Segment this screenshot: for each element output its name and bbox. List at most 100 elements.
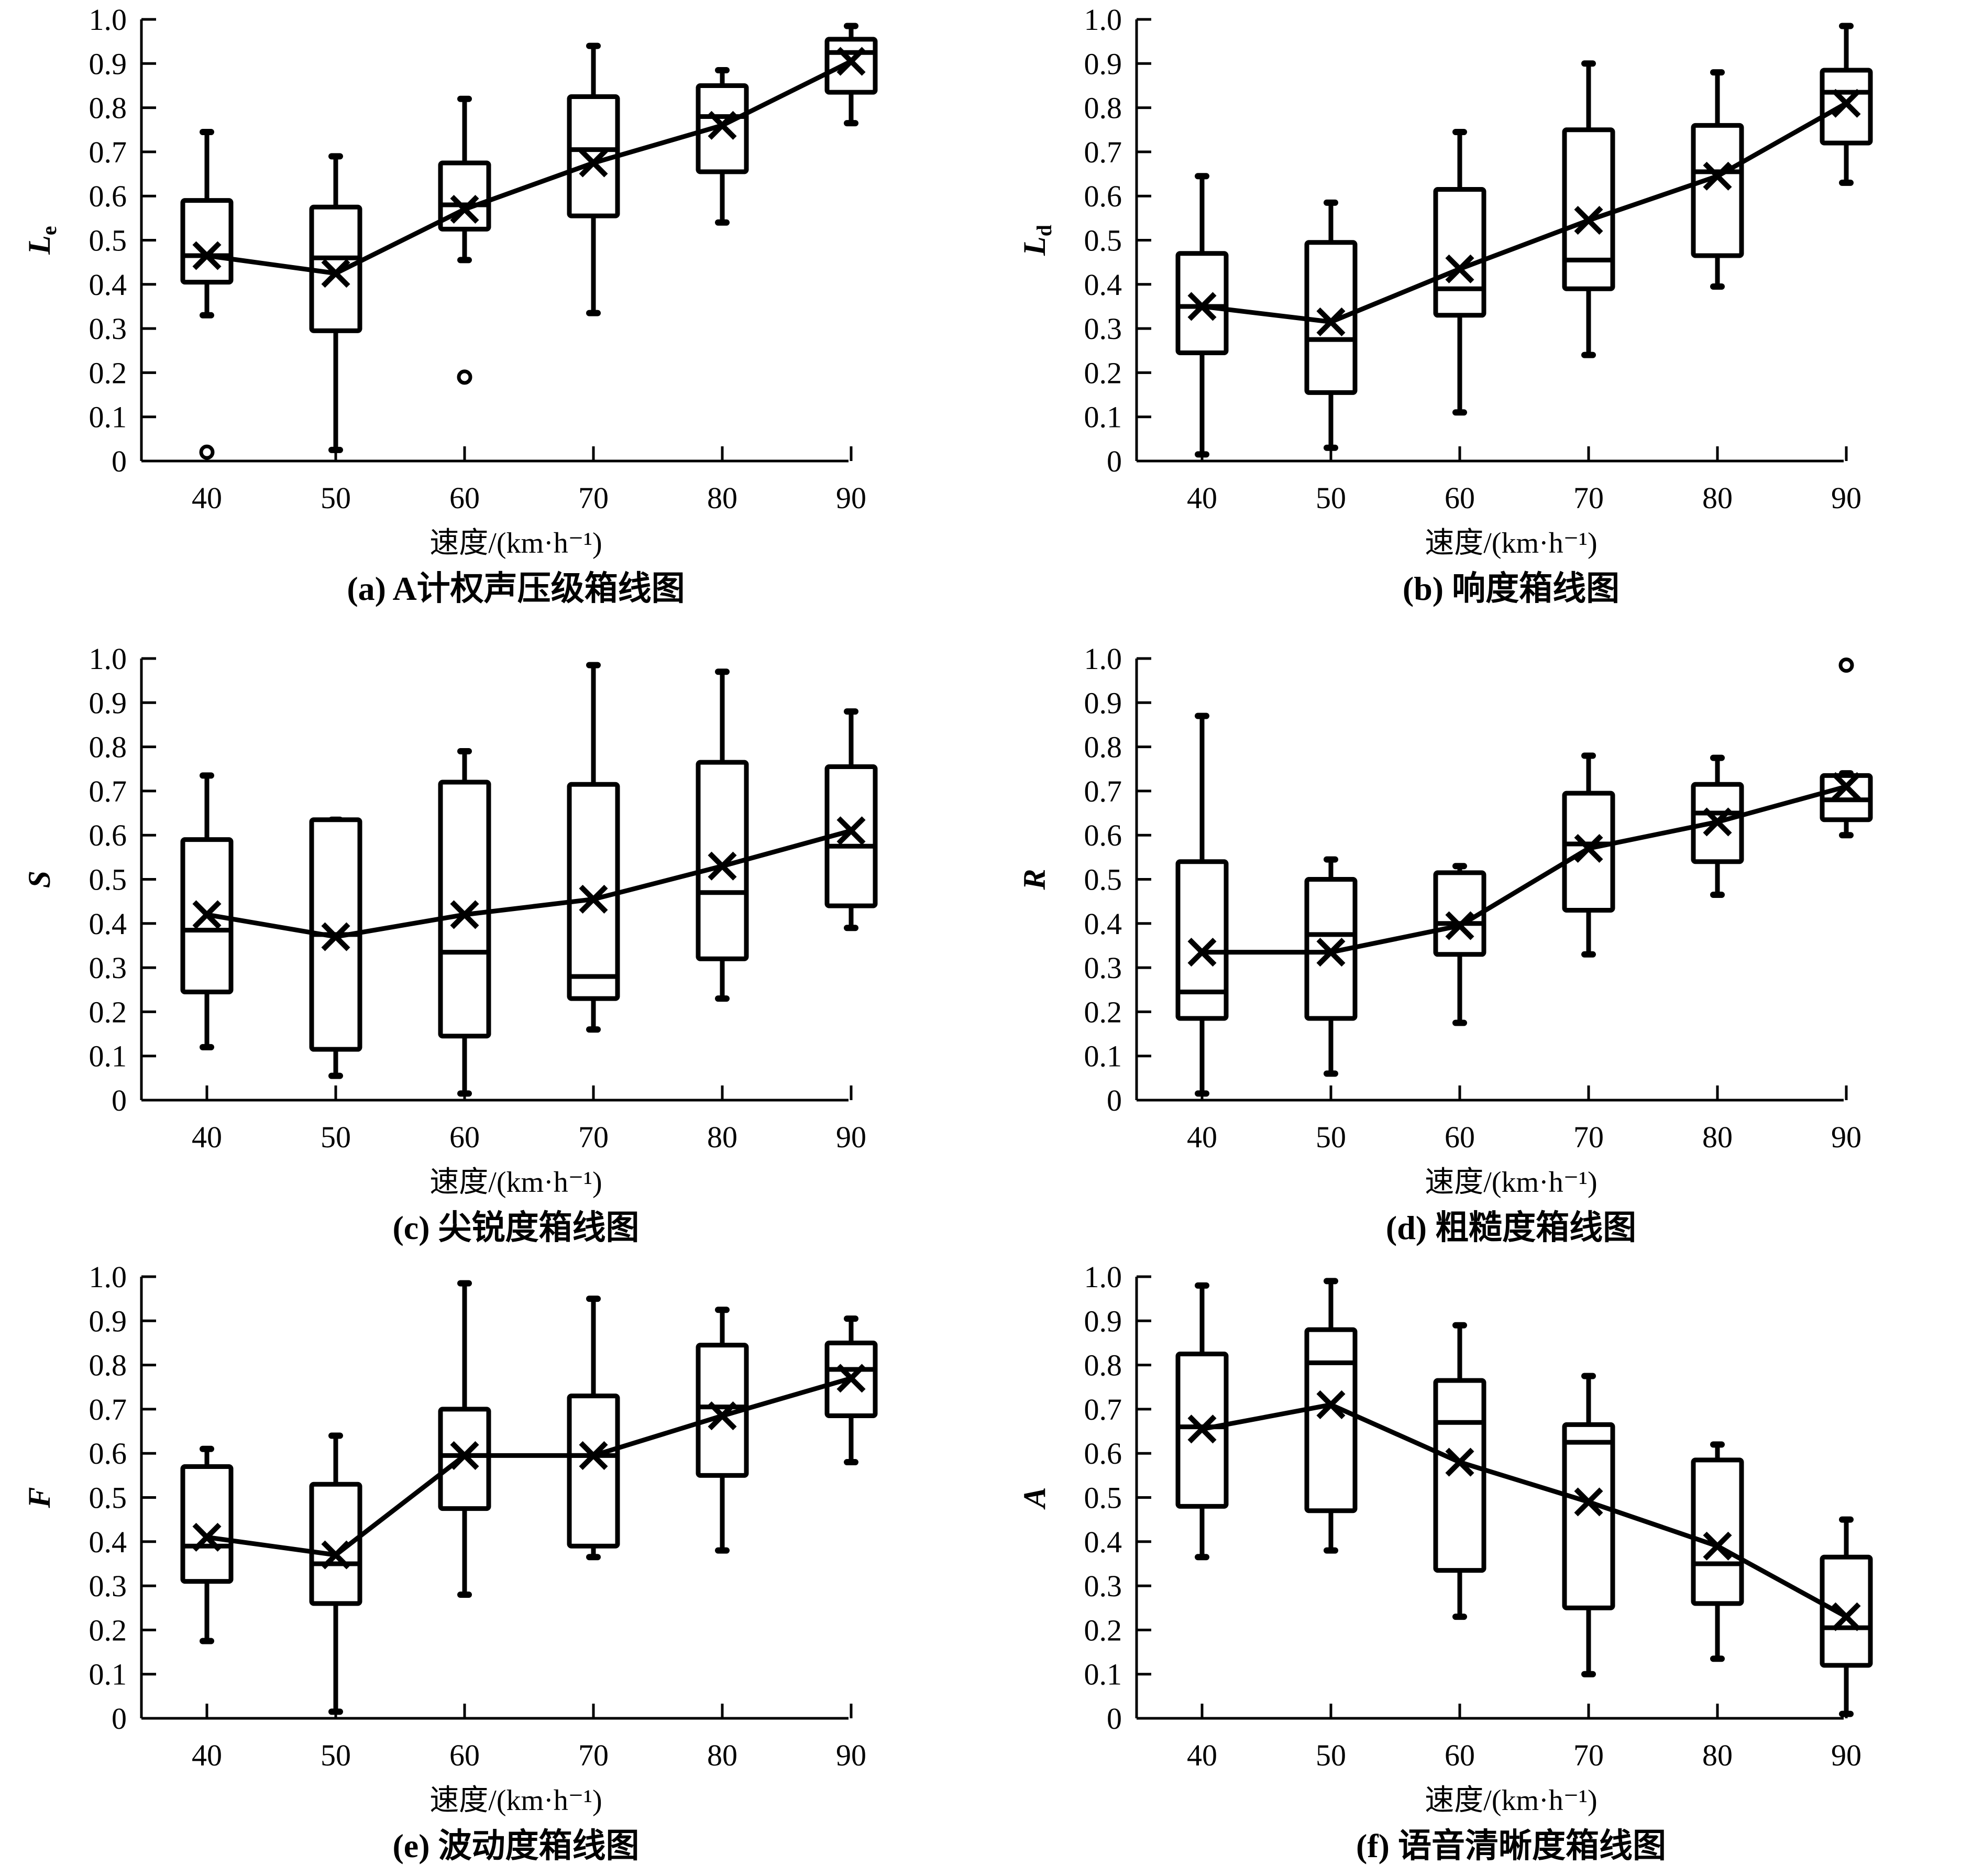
y-tick-label: 1.0: [1084, 3, 1122, 37]
mean-marker: [192, 900, 222, 929]
y-tick-label: 0.2: [1084, 356, 1122, 390]
mean-marker-stroke: [579, 148, 608, 178]
y-axis-label: Le: [22, 226, 61, 255]
y-tick-label: 0.2: [1084, 995, 1122, 1029]
mean-marker: [1703, 161, 1732, 191]
mean-marker-stroke: [836, 47, 866, 76]
y-tick-label: 0.4: [89, 907, 127, 941]
mean-marker-stroke: [708, 851, 737, 881]
box-70: [567, 662, 620, 1033]
x-tick-label: 40: [192, 1738, 222, 1772]
y-tick-label: 0.5: [1084, 863, 1122, 897]
x-tick-label: 80: [1702, 1738, 1733, 1772]
mean-marker-stroke: [1187, 1414, 1217, 1444]
mean-marker: [1445, 254, 1474, 283]
y-tick-label: 0.6: [89, 179, 127, 213]
y-tick-label: 0.9: [89, 1304, 127, 1338]
y-tick-label: 0.3: [89, 951, 127, 985]
mean-marker-stroke: [321, 259, 350, 288]
box-90: [824, 23, 878, 127]
y-tick-label: 0.4: [89, 1525, 127, 1559]
mean-marker-stroke: [708, 111, 737, 140]
y-tick-label: 0.2: [89, 995, 127, 1029]
y-tick-label: 0.1: [1084, 400, 1122, 434]
y-tick-label: 0.1: [1084, 1039, 1122, 1073]
box-70: [567, 42, 620, 316]
x-tick-label: 50: [321, 1120, 351, 1154]
x-tick-label: 50: [321, 481, 351, 515]
y-tick-label: 0.3: [1084, 312, 1122, 346]
mean-marker-stroke: [1316, 1390, 1346, 1420]
x-tick-label: 60: [1445, 1738, 1475, 1772]
y-tick-label: 0.5: [89, 224, 127, 258]
box-70: [1562, 1373, 1615, 1677]
x-tick-label: 90: [836, 1738, 866, 1772]
y-tick-label: 0.9: [89, 686, 127, 720]
x-tick-label: 90: [1831, 1738, 1861, 1772]
x-tick-label: 60: [449, 1120, 480, 1154]
iqr-box: [1691, 1457, 1744, 1606]
y-tick-label: 0.3: [89, 1569, 127, 1603]
box-40: [1175, 712, 1229, 1097]
box-60: [438, 748, 491, 1097]
y-tick-label: 0.3: [89, 312, 127, 346]
x-tick-label: 80: [707, 1738, 737, 1772]
y-axis-label-sub: d: [1032, 225, 1056, 236]
x-axis-label: 速度/(km·h⁻¹): [1425, 1166, 1597, 1199]
mean-line: [1202, 1402, 1848, 1619]
box-60: [1433, 1322, 1486, 1620]
y-tick-label: 0.8: [1084, 91, 1122, 125]
mean-marker-stroke: [579, 1441, 608, 1470]
mean-marker: [1316, 1390, 1346, 1420]
y-tick-label: 1.0: [1084, 642, 1122, 676]
mean-marker: [579, 1441, 608, 1470]
y-axis-label: R: [1017, 869, 1052, 890]
y-tick-label: 0.7: [89, 774, 127, 808]
panel-c: 0 0.1 0.2 0.3 0.4 0.5 0.6 0.7 0.8 0.9 1.0 40 50 60 70 8…: [0, 639, 980, 1258]
mean-marker-stroke: [1187, 292, 1217, 321]
mean-line: [1202, 101, 1848, 324]
mean-marker-stroke: [1316, 307, 1346, 336]
y-tick-label: 0.4: [1084, 907, 1122, 941]
mean-marker-stroke: [1574, 1487, 1603, 1517]
x-axis-label: 速度/(km·h⁻¹): [429, 1784, 602, 1817]
y-tick-label: 0.1: [89, 400, 127, 434]
x-tick-label: 80: [707, 481, 737, 515]
y-axis-label-main: L: [1017, 236, 1052, 256]
mean-marker: [1832, 1602, 1861, 1631]
mean-marker: [836, 1364, 866, 1393]
box-90: [1820, 657, 1873, 839]
x-tick-label: 40: [1187, 481, 1217, 515]
x-axis-label: 速度/(km·h⁻¹): [1425, 1784, 1597, 1817]
panel-a: 0 0.1 0.2 0.3 0.4 0.5 0.6 0.7 0.8 0.9 1.0 40 50 60 70 8…: [0, 0, 980, 619]
box-50: [309, 153, 362, 453]
box-90: [824, 708, 878, 931]
x-tick-label: 90: [1831, 481, 1861, 515]
mean-marker-stroke: [579, 884, 608, 914]
x-tick-label: 70: [1573, 1120, 1604, 1154]
box-70: [1562, 752, 1615, 958]
y-axis-label-main: L: [22, 235, 57, 255]
y-tick-label: 0.2: [89, 1613, 127, 1647]
y-tick-label: 0.8: [89, 730, 127, 764]
box-60: [1433, 863, 1486, 1026]
y-tick-label: 0.1: [89, 1039, 127, 1073]
mean-marker: [1574, 206, 1603, 235]
y-tick-label: 0.9: [1084, 47, 1122, 81]
x-tick-label: 40: [1187, 1738, 1217, 1772]
mean-marker: [836, 816, 866, 846]
mean-marker: [321, 1540, 350, 1570]
mean-line: [206, 828, 852, 939]
box-80: [1691, 1441, 1744, 1662]
chart-a: 0 0.1 0.2 0.3 0.4 0.5 0.6 0.7 0.8 0.9 1.0 40 50 60 70 8…: [22, 3, 878, 607]
panel-caption: (e) 波动度箱线图: [392, 1827, 639, 1864]
y-tick-label: 0: [112, 444, 127, 478]
panel-b: 0 0.1 0.2 0.3 0.4 0.5 0.6 0.7 0.8 0.9 1.0 40 50 60 70 8…: [995, 0, 1961, 619]
y-axis-label: Ld: [1017, 225, 1056, 256]
x-tick-label: 90: [1831, 1120, 1861, 1154]
chart-b: 0 0.1 0.2 0.3 0.4 0.5 0.6 0.7 0.8 0.9 1.0 40 50 60 70 8…: [1017, 3, 1873, 607]
mean-line: [1202, 784, 1847, 955]
mean-marker: [1445, 911, 1474, 940]
y-axis-label: A: [1017, 1487, 1052, 1510]
x-tick-label: 50: [1316, 481, 1346, 515]
